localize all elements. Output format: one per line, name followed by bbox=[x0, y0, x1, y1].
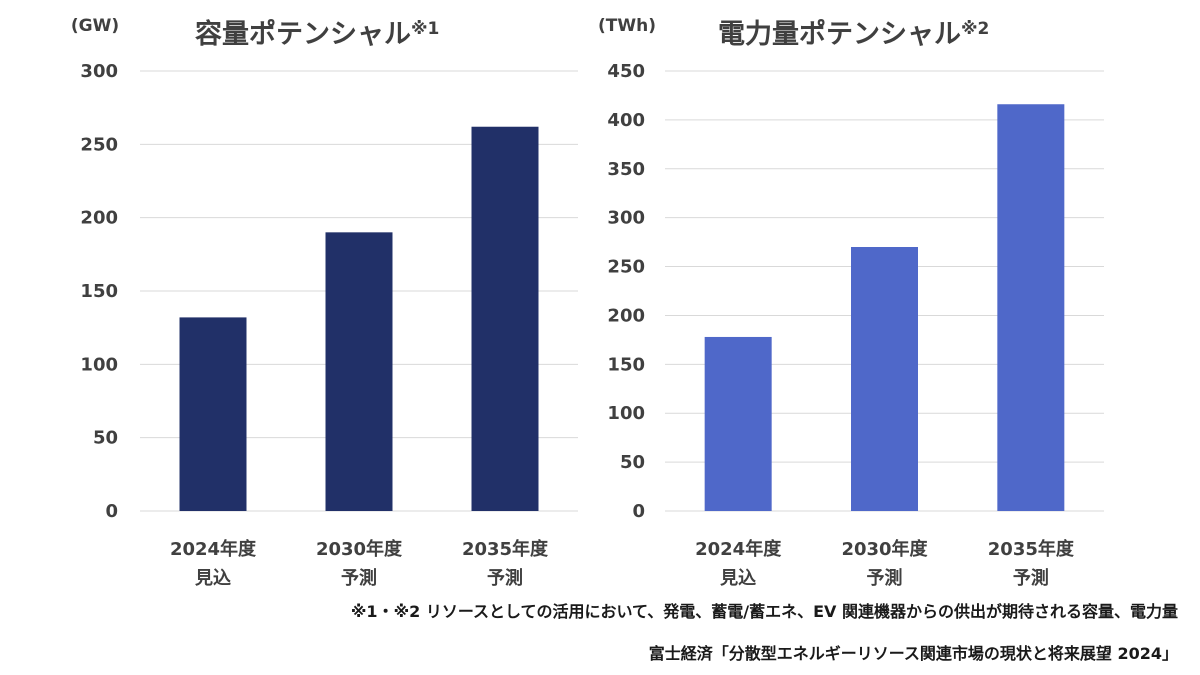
capacity-potential-chart: (GW) 容量ポテンシャル※1 0 50 100 150 200 250 300 2024年度見込… bbox=[71, 16, 578, 589]
y-tick-label: 350 bbox=[607, 159, 645, 180]
x-category-sublabel: 予測 bbox=[1013, 567, 1049, 589]
y-tick-label: 250 bbox=[80, 134, 118, 155]
y-tick-label: 0 bbox=[105, 501, 118, 522]
bar bbox=[997, 104, 1065, 511]
chart-title-note: ※2 bbox=[961, 19, 989, 39]
chart-title-text: 電力量ポテンシャル bbox=[718, 19, 961, 50]
energy-potential-chart: (TWh) 電力量ポテンシャル※2 0 50 100 150 200 250 300 350 400… bbox=[598, 16, 1104, 589]
y-tick-label: 50 bbox=[93, 428, 118, 449]
y-tick-label: 150 bbox=[607, 354, 645, 375]
y-tick-label: 400 bbox=[607, 110, 645, 131]
source-citation: 富士経済「分散型エネルギーリソース関連市場の現状と将来展望 2024」 bbox=[649, 644, 1178, 663]
y-tick-label: 100 bbox=[80, 354, 118, 375]
chart-title-note: ※1 bbox=[411, 19, 439, 39]
x-category-label: 2035年度 bbox=[988, 538, 1075, 560]
x-category-label: 2024年度 bbox=[695, 538, 782, 560]
bar bbox=[471, 126, 539, 511]
y-axis-unit: (TWh) bbox=[598, 16, 656, 36]
x-category-sublabel: 予測 bbox=[867, 567, 903, 589]
bar bbox=[179, 317, 247, 511]
x-category-label: 2035年度 bbox=[462, 538, 549, 560]
x-category-sublabel: 見込 bbox=[719, 568, 756, 589]
bar bbox=[325, 232, 393, 512]
y-tick-label: 0 bbox=[632, 501, 645, 522]
y-axis-unit: (GW) bbox=[71, 16, 119, 36]
x-category-sublabel: 予測 bbox=[487, 567, 523, 589]
y-tick-label: 200 bbox=[80, 208, 118, 229]
x-category-sublabel: 予測 bbox=[341, 567, 377, 589]
y-tick-label: 300 bbox=[607, 208, 645, 229]
chart-title: 電力量ポテンシャル※2 bbox=[718, 19, 989, 50]
bar bbox=[704, 336, 772, 511]
y-tick-label: 200 bbox=[607, 305, 645, 326]
footnote: ※1・※2 リソースとしての活用において、発電、蓄電/蓄エネ、EV 関連機器から… bbox=[351, 602, 1178, 621]
y-tick-label: 50 bbox=[620, 452, 645, 473]
y-tick-label: 250 bbox=[607, 257, 645, 278]
x-category-sublabel: 見込 bbox=[194, 568, 231, 589]
y-tick-label: 300 bbox=[80, 61, 118, 82]
chart-title: 容量ポテンシャル※1 bbox=[195, 18, 439, 50]
y-tick-label: 100 bbox=[607, 403, 645, 424]
x-category-label: 2030年度 bbox=[841, 538, 928, 560]
bar bbox=[851, 247, 918, 511]
y-tick-label: 450 bbox=[607, 61, 645, 82]
x-category-label: 2024年度 bbox=[170, 538, 257, 560]
y-tick-label: 150 bbox=[80, 281, 118, 302]
x-category-label: 2030年度 bbox=[316, 538, 403, 560]
chart-title-text: 容量ポテンシャル bbox=[195, 18, 411, 50]
